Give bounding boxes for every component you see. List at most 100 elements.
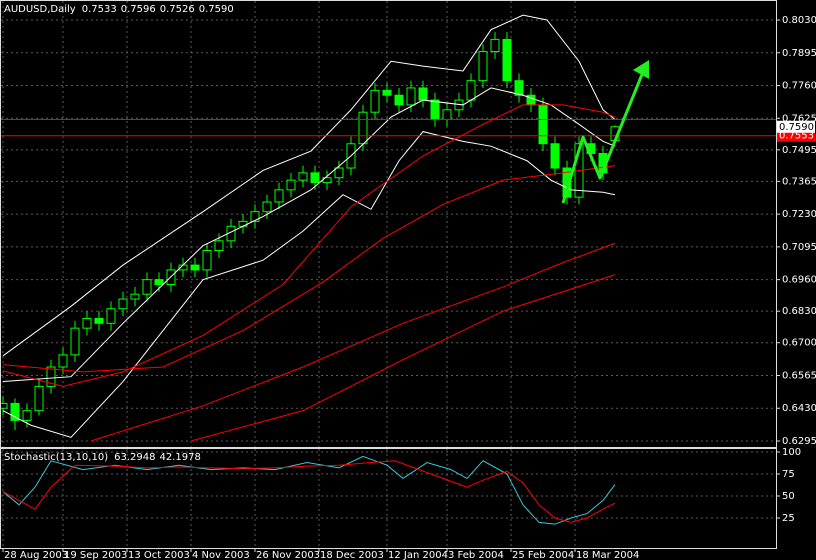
reading-d: 42.1978 [159, 452, 200, 463]
candle-body [562, 167, 572, 198]
candle-body [190, 264, 200, 271]
candle-body [418, 87, 428, 101]
axes: 0.8030 0.7895 0.7760 0.7625 0.7495 0.7365 0.72… [2, 15, 816, 560]
indicator-line [90, 242, 616, 442]
candle-body [262, 201, 272, 213]
candle-body [382, 89, 392, 96]
x-tick-label: 19 Sep 2003 [64, 550, 127, 560]
candle-body [34, 385, 44, 412]
y-tick-label: 0.7895 [782, 48, 816, 59]
x-tick-label: 26 Nov 2003 [256, 550, 320, 560]
quote-open: 0.7533 [82, 4, 117, 15]
candle-body [310, 172, 320, 184]
y-tick-label: 0.7365 [782, 176, 816, 187]
annotation-arrow [561, 60, 649, 204]
candle-body [202, 250, 212, 271]
x-tick-label: 18 Dec 2003 [320, 550, 384, 560]
candle-body [22, 410, 32, 421]
indicator-line [2, 455, 616, 525]
candle-body [514, 80, 524, 96]
stochastic-header: Stochastic(13,10,10) 63.2948 42.1978 [4, 452, 201, 463]
y-tick-label: 75 [782, 469, 795, 480]
x-tick-label: 25 Feb 2004 [512, 550, 574, 560]
y-tick-label: 0.7760 [782, 81, 816, 92]
indicator-name: Stochastic(13,10,10) [4, 452, 108, 463]
y-tick-label: 0.7625 [782, 113, 816, 124]
y-tick-label: 0.7495 [782, 145, 816, 156]
y-tick-label: 0.6295 [782, 436, 816, 447]
candle-body [538, 104, 548, 145]
x-tick-label: 12 Jan 2004 [388, 550, 448, 560]
candle-body [106, 308, 116, 324]
candle-body [82, 317, 92, 329]
candle-body [370, 89, 380, 113]
candle-body [70, 327, 80, 356]
candle-body [286, 179, 296, 191]
indicator-line [2, 87, 616, 383]
price-marker-label: 0.7590 [779, 122, 814, 133]
indicator-line [2, 104, 616, 387]
candle-body [142, 279, 152, 295]
candle-body [298, 172, 308, 181]
candle-body [130, 293, 140, 300]
indicator-line [2, 460, 616, 523]
candle-body [478, 51, 488, 82]
price-label: 0.7553 [779, 131, 814, 142]
x-tick-label: 4 Nov 2003 [192, 550, 250, 560]
candle-body [46, 366, 56, 387]
candle-body [154, 279, 164, 285]
candle-body [394, 94, 404, 106]
candle-body [490, 38, 500, 53]
price-plot [0, 14, 776, 442]
candle-body [406, 87, 416, 106]
y-tick-label: 0.7230 [782, 209, 816, 220]
quote-close: 0.7590 [199, 4, 234, 15]
candle-body [430, 99, 440, 120]
candle-body [466, 80, 476, 101]
y-tick-label: 0.6430 [782, 403, 816, 414]
candle-body [334, 167, 344, 179]
symbol: AUDUSD,Daily [4, 4, 76, 15]
candle-body [274, 189, 284, 203]
candle-body [10, 402, 20, 421]
candle-body [238, 220, 248, 227]
indicator-line [190, 274, 616, 442]
candle-body [214, 240, 224, 252]
y-tick-label: 100 [782, 447, 801, 458]
reading-k: 63.2948 [114, 452, 155, 463]
y-tick-label: 0.7095 [782, 242, 816, 253]
candle-body [118, 298, 128, 310]
candle-body [358, 111, 368, 145]
y-tick-label: 0.6830 [782, 306, 816, 317]
candle-body [502, 38, 512, 82]
price-frame [0, 0, 777, 448]
stochastic-plot [2, 455, 616, 525]
price-marker-box [777, 120, 815, 133]
x-tick-label: 18 Mar 2004 [576, 550, 639, 560]
candle-body [0, 402, 8, 409]
y-tick-label: 25 [782, 513, 795, 524]
x-tick-label: 28 Aug 2003 [4, 550, 68, 560]
candle-body [550, 143, 560, 169]
arrow-head [633, 60, 649, 79]
indicator-line [2, 165, 616, 373]
y-tick-label: 0.6565 [782, 370, 816, 381]
candle-body [58, 354, 68, 368]
candle-body [94, 317, 104, 324]
x-tick-label: 13 Oct 2003 [128, 550, 190, 560]
arrow-path [561, 71, 645, 204]
price-header: AUDUSD,Daily 0.7533 0.7596 0.7526 0.7590 [4, 4, 234, 15]
indicator-line [2, 131, 616, 438]
x-tick-label: 3 Feb 2004 [448, 550, 504, 560]
stochastic-frame [0, 448, 777, 549]
candle-body [250, 211, 260, 222]
quote-high: 0.7596 [121, 4, 156, 15]
y-tick-label: 0.6700 [782, 338, 816, 349]
y-tick-label: 0.6960 [782, 275, 816, 286]
indicator-line [2, 14, 616, 357]
quote-low: 0.7526 [160, 4, 195, 15]
candle-body [442, 109, 452, 120]
y-tick-label: 0.8030 [782, 15, 816, 26]
y-tick-label: 50 [782, 491, 795, 502]
